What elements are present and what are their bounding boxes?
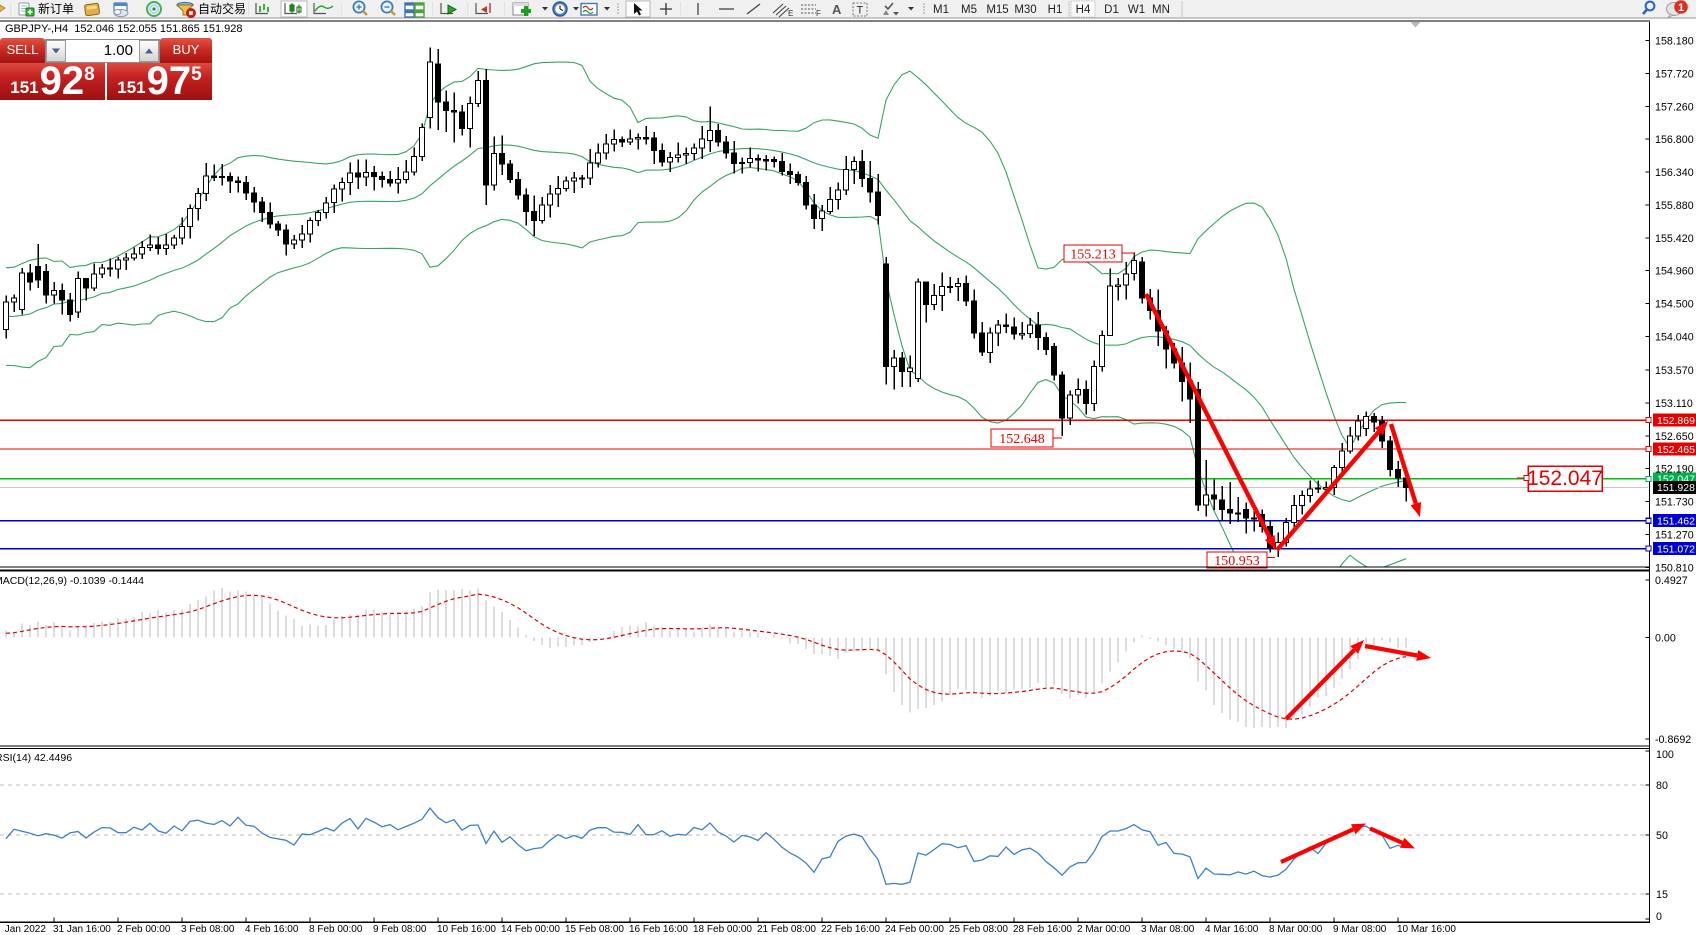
svg-text:151.072: 151.072 bbox=[1657, 543, 1695, 555]
svg-text:153.570: 153.570 bbox=[1655, 365, 1694, 377]
svg-text:M15: M15 bbox=[986, 4, 1008, 16]
svg-text:4 Feb 16:00: 4 Feb 16:00 bbox=[245, 924, 299, 935]
svg-text:155.880: 155.880 bbox=[1655, 200, 1694, 212]
svg-text:D1: D1 bbox=[1104, 4, 1119, 16]
svg-text:M30: M30 bbox=[1014, 4, 1036, 16]
svg-text:28 Feb 16:00: 28 Feb 16:00 bbox=[1013, 924, 1072, 935]
svg-text:-0.8692: -0.8692 bbox=[1655, 734, 1691, 746]
svg-text:18 Feb 00:00: 18 Feb 00:00 bbox=[693, 924, 752, 935]
svg-text:GBPJPY-,H4 152.046 152.055 15: GBPJPY-,H4 152.046 152.055 151.865 151.9… bbox=[5, 23, 243, 35]
svg-text:3 Feb 08:00: 3 Feb 08:00 bbox=[181, 924, 235, 935]
svg-text:154.960: 154.960 bbox=[1655, 266, 1694, 278]
svg-text:16 Feb 16:00: 16 Feb 16:00 bbox=[629, 924, 688, 935]
svg-text:152.648: 152.648 bbox=[999, 432, 1045, 447]
svg-text:157.720: 157.720 bbox=[1655, 68, 1694, 80]
svg-text:MN: MN bbox=[1152, 4, 1170, 16]
svg-text:151.462: 151.462 bbox=[1657, 516, 1695, 528]
svg-text:50: 50 bbox=[1656, 830, 1668, 842]
svg-text:Jan 2022: Jan 2022 bbox=[2, 924, 46, 935]
svg-text:152.650: 152.650 bbox=[1655, 431, 1694, 443]
svg-text:新订单: 新订单 bbox=[38, 1, 74, 16]
svg-text:14 Feb 00:00: 14 Feb 00:00 bbox=[501, 924, 560, 935]
svg-text:T: T bbox=[857, 5, 864, 17]
svg-text:151.928: 151.928 bbox=[1657, 482, 1695, 494]
svg-text:W1: W1 bbox=[1128, 4, 1145, 16]
svg-text:152.047: 152.047 bbox=[1527, 467, 1603, 490]
svg-text:152.869: 152.869 bbox=[1657, 415, 1695, 427]
svg-text:100: 100 bbox=[1656, 749, 1674, 761]
svg-text:150.953: 150.953 bbox=[1214, 554, 1260, 569]
svg-text:M5: M5 bbox=[961, 4, 977, 16]
svg-text:155.420: 155.420 bbox=[1655, 233, 1694, 245]
svg-text:10 Mar 16:00: 10 Mar 16:00 bbox=[1397, 924, 1456, 935]
svg-text:H4: H4 bbox=[1076, 4, 1091, 16]
svg-text:4 Mar 16:00: 4 Mar 16:00 bbox=[1205, 924, 1259, 935]
svg-text:15 Feb 08:00: 15 Feb 08:00 bbox=[565, 924, 624, 935]
svg-text:15: 15 bbox=[1656, 889, 1668, 901]
svg-text:80: 80 bbox=[1656, 780, 1668, 792]
svg-text:H1: H1 bbox=[1048, 4, 1063, 16]
svg-text:154.040: 154.040 bbox=[1655, 331, 1694, 343]
svg-text:9 Feb 08:00: 9 Feb 08:00 bbox=[373, 924, 427, 935]
svg-text:F: F bbox=[816, 9, 821, 18]
svg-text:156.340: 156.340 bbox=[1655, 167, 1694, 179]
svg-text:154.500: 154.500 bbox=[1655, 299, 1694, 311]
svg-text:157.260: 157.260 bbox=[1655, 101, 1694, 113]
svg-text:25 Feb 08:00: 25 Feb 08:00 bbox=[949, 924, 1008, 935]
svg-text:151.730: 151.730 bbox=[1655, 497, 1694, 509]
svg-text:9 Mar 08:00: 9 Mar 08:00 bbox=[1333, 924, 1387, 935]
svg-text:151.270: 151.270 bbox=[1655, 529, 1694, 541]
svg-text:2 Feb 00:00: 2 Feb 00:00 bbox=[117, 924, 171, 935]
svg-text:1: 1 bbox=[1678, 2, 1684, 14]
svg-text:158.180: 158.180 bbox=[1655, 36, 1694, 48]
svg-text:152.465: 152.465 bbox=[1657, 444, 1695, 456]
svg-text:3 Mar 08:00: 3 Mar 08:00 bbox=[1141, 924, 1195, 935]
svg-text:0: 0 bbox=[1656, 911, 1662, 923]
svg-text:31 Jan 16:00: 31 Jan 16:00 bbox=[53, 924, 111, 935]
svg-text:E: E bbox=[788, 9, 793, 18]
svg-text:RSI(14) 42.4496: RSI(14) 42.4496 bbox=[0, 752, 72, 764]
svg-text:2 Mar 00:00: 2 Mar 00:00 bbox=[1077, 924, 1131, 935]
svg-text:0.00: 0.00 bbox=[1655, 633, 1676, 645]
svg-text:150.810: 150.810 bbox=[1655, 562, 1694, 574]
svg-text:0.4927: 0.4927 bbox=[1655, 575, 1688, 587]
svg-text:22 Feb 16:00: 22 Feb 16:00 bbox=[821, 924, 880, 935]
svg-text:10 Feb 16:00: 10 Feb 16:00 bbox=[437, 924, 496, 935]
svg-text:8 Feb 00:00: 8 Feb 00:00 bbox=[309, 924, 363, 935]
svg-text:自动交易: 自动交易 bbox=[198, 1, 246, 16]
svg-text:MACD(12,26,9) -0.1039 -0.1444: MACD(12,26,9) -0.1039 -0.1444 bbox=[0, 575, 144, 587]
svg-text:21 Feb 08:00: 21 Feb 08:00 bbox=[757, 924, 816, 935]
svg-text:24 Feb 00:00: 24 Feb 00:00 bbox=[885, 924, 944, 935]
svg-text:156.800: 156.800 bbox=[1655, 134, 1694, 146]
svg-text:155.213: 155.213 bbox=[1070, 247, 1116, 262]
svg-text:A: A bbox=[832, 2, 842, 17]
svg-text:153.110: 153.110 bbox=[1655, 398, 1693, 410]
svg-text:M1: M1 bbox=[933, 4, 949, 16]
svg-text:8 Mar 00:00: 8 Mar 00:00 bbox=[1269, 924, 1323, 935]
